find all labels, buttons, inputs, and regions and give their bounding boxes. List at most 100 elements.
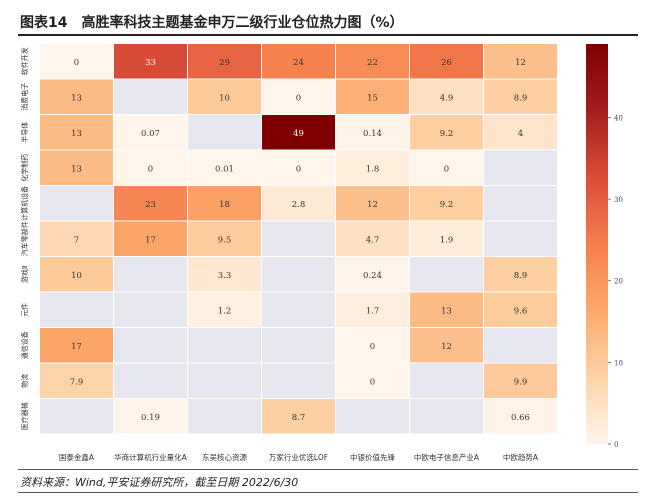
- column-label: 国泰金鑫A: [59, 452, 95, 462]
- heatmap-cell: [40, 257, 113, 292]
- heatmap-cell-label: 0: [148, 164, 153, 174]
- heatmap-cell: [410, 292, 483, 327]
- heatmap-cell: [484, 44, 557, 79]
- heatmap-cell-label: 9.9: [514, 377, 528, 387]
- heatmap-cell-label: 0: [370, 342, 375, 352]
- heatmap-cell: [262, 150, 335, 185]
- heatmap-cell-empty: [484, 186, 557, 221]
- heatmap-cell: [336, 79, 409, 114]
- heatmap-cell-label: 8.9: [514, 271, 528, 281]
- heatmap-cell-empty: [188, 399, 261, 434]
- heatmap-cell-empty: [188, 363, 261, 398]
- heatmap-cell: [410, 221, 483, 256]
- heatmap-cell-empty: [188, 115, 261, 150]
- heatmap-cell-empty: [410, 363, 483, 398]
- heatmap-cell-label: 0.24: [363, 271, 382, 281]
- heatmap-cell-label: 13: [71, 164, 82, 174]
- heatmap-cell: [262, 399, 335, 434]
- heatmap-cell-label: 0.19: [141, 413, 160, 423]
- heatmap-cell: [484, 399, 557, 434]
- heatmap-cell: [40, 44, 113, 79]
- heatmap-cell-empty: [484, 221, 557, 256]
- column-label: 中欧电子信息产业A: [414, 452, 480, 462]
- heatmap-cell-label: 1.7: [366, 306, 380, 316]
- row-label: 汽车零部件: [20, 221, 29, 256]
- heatmap-cell: [188, 44, 261, 79]
- column-label: 东吴核心资源: [202, 452, 247, 462]
- heatmap-cell: [114, 150, 187, 185]
- heatmap-cell-label: 12: [515, 58, 526, 68]
- heatmap-cell-label: 3.3: [218, 271, 232, 281]
- row-label: 物流: [20, 374, 29, 388]
- source-note: 资料来源：Wind,平安证券研究所，截至日期 2022/6/30: [20, 476, 299, 489]
- heatmap-cell-empty: [262, 257, 335, 292]
- heatmap-cell-label: 13: [71, 129, 82, 139]
- heatmap-cell-label: 33: [145, 58, 156, 68]
- heatmap-cell-label: 0: [296, 93, 301, 103]
- heatmap-cell: [262, 186, 335, 221]
- heatmap-cell: [40, 115, 113, 150]
- heatmap-cell: [40, 221, 113, 256]
- heatmap-cell: [484, 257, 557, 292]
- heatmap-cell-label: 26: [441, 58, 452, 68]
- heatmap-cell-empty: [114, 292, 187, 327]
- heatmap-cell-label: 12: [367, 200, 378, 210]
- heatmap-cell: [262, 79, 335, 114]
- heatmap-cell: [484, 115, 557, 150]
- colorbar-tick-label: 20: [614, 278, 623, 286]
- heatmap-cell: [114, 186, 187, 221]
- heatmap-cell-label: 0: [370, 377, 375, 387]
- row-label: 元件: [20, 303, 29, 317]
- heatmap-cell-label: 0.66: [511, 413, 530, 423]
- heatmap-cell-label: 0: [444, 164, 449, 174]
- heatmap-cell: [188, 150, 261, 185]
- column-label: 万家行业优选LOF: [269, 452, 328, 462]
- heatmap-cell-empty: [188, 328, 261, 363]
- heatmap-cell: [114, 115, 187, 150]
- footer-rule: [18, 469, 638, 470]
- row-label: 游戏Ⅱ: [20, 266, 29, 283]
- heatmap-cell-label: 17: [145, 235, 156, 245]
- heatmap-cell-empty: [114, 257, 187, 292]
- heatmap-cell-label: 0.14: [363, 129, 382, 139]
- heatmap-cell: [188, 221, 261, 256]
- row-label: 医疗器械: [20, 402, 29, 430]
- heatmap-cell-empty: [410, 399, 483, 434]
- heatmap-cell-label: 18: [219, 200, 230, 210]
- column-label: 华商计算机行业量化A: [114, 452, 187, 462]
- heatmap-cell: [336, 44, 409, 79]
- heatmap-cell: [188, 186, 261, 221]
- heatmap-cell: [484, 79, 557, 114]
- heatmap-cell: [114, 221, 187, 256]
- heatmap-cell: [40, 79, 113, 114]
- heatmap-cell: [40, 150, 113, 185]
- row-label: 消费电子: [20, 83, 29, 111]
- heatmap-cell-label: 10: [71, 271, 82, 281]
- column-label: 中欧趋势A: [503, 452, 539, 462]
- heatmap-cell: [336, 150, 409, 185]
- heatmap-cell-empty: [410, 257, 483, 292]
- bottom-rule: [18, 492, 638, 493]
- heatmap-cell-label: 7.9: [70, 377, 84, 387]
- heatmap-cell-empty: [484, 328, 557, 363]
- heatmap-cell-label: 9.5: [218, 235, 232, 245]
- heatmap-cell: [336, 186, 409, 221]
- heatmap-cell-label: 8.7: [292, 413, 306, 423]
- colorbar: [586, 44, 608, 444]
- heatmap-cell: [188, 79, 261, 114]
- heatmap-cell: [410, 115, 483, 150]
- heatmap-cell-empty: [40, 186, 113, 221]
- heatmap-cell-label: 7: [74, 235, 79, 245]
- heatmap-cell-label: 0.01: [215, 164, 234, 174]
- row-label: 软件开发: [20, 47, 29, 75]
- heatmap-cell-label: 0.07: [141, 129, 160, 139]
- heatmap-cell-empty: [40, 292, 113, 327]
- column-label: 中银价值先锋: [350, 452, 395, 462]
- heatmap-cell-empty: [262, 292, 335, 327]
- heatmap-cell-empty: [262, 363, 335, 398]
- heatmap-cell-empty: [262, 328, 335, 363]
- heatmap-cell-label: 23: [145, 200, 156, 210]
- heatmap-cell-label: 1.2: [218, 306, 232, 316]
- heatmap-cell: [188, 292, 261, 327]
- heatmap-cell-label: 12: [441, 342, 452, 352]
